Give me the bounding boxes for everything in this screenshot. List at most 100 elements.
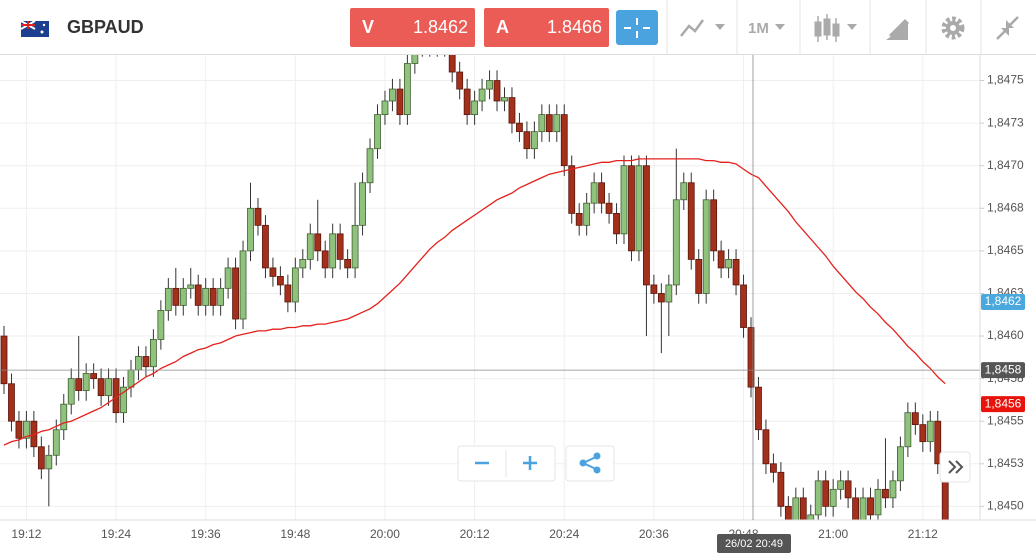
- candle-body: [15, 420, 23, 439]
- candle-body: [321, 250, 329, 269]
- candles-button[interactable]: [814, 14, 857, 42]
- candle-body: [672, 199, 680, 286]
- candle-body: [209, 287, 217, 306]
- sell-button[interactable]: V 1.8462: [350, 8, 475, 47]
- candle-body: [486, 80, 493, 90]
- minimize-button[interactable]: [996, 16, 1019, 40]
- zoom-in-button[interactable]: [523, 456, 537, 470]
- symbol: GBPAUD: [67, 17, 144, 37]
- candle-body: [837, 480, 845, 490]
- candle-body: [583, 202, 591, 226]
- candle-body: [710, 199, 718, 252]
- candle-body: [411, 55, 419, 64]
- candle-body: [456, 71, 464, 90]
- moving-average-line: [3, 158, 946, 446]
- candle-body: [142, 356, 150, 368]
- buy-button[interactable]: A 1.8466: [484, 8, 609, 47]
- y-tick-label: 1,8455: [987, 413, 1024, 427]
- candle-body: [232, 267, 239, 320]
- candle-body: [389, 88, 396, 102]
- candle-body: [164, 287, 172, 311]
- candle-body: [471, 100, 479, 116]
- candle-body: [792, 497, 800, 520]
- share-button[interactable]: [565, 445, 615, 482]
- candle-body: [799, 497, 807, 520]
- crosshair-button[interactable]: [616, 10, 658, 45]
- candle-body: [516, 122, 523, 133]
- candle-body: [291, 267, 299, 303]
- candle-body: [590, 182, 598, 204]
- candle-body: [306, 233, 314, 260]
- candle-body: [52, 429, 60, 456]
- candle-body: [829, 488, 837, 507]
- candle-body: [172, 287, 180, 306]
- candle-body: [105, 378, 112, 397]
- candle-body: [478, 88, 486, 102]
- x-tick-label: 20:36: [639, 527, 669, 541]
- candle-body: [575, 213, 583, 226]
- candle-body: [657, 293, 665, 303]
- candle-body: [276, 276, 284, 286]
- candle-body: [687, 182, 695, 260]
- x-tick-label: 19:24: [101, 527, 131, 541]
- candle-body: [329, 233, 337, 269]
- candle-body: [665, 284, 673, 303]
- candle-body: [97, 378, 105, 397]
- candle-body: [897, 446, 904, 482]
- x-tick-label: 21:00: [818, 527, 848, 541]
- y-tick-label: 1,8468: [987, 200, 1024, 214]
- buy-label: A: [496, 17, 509, 37]
- price-marker: [981, 396, 1025, 413]
- candle-body: [844, 480, 852, 499]
- candle-body: [777, 471, 785, 507]
- candle-body: [254, 207, 262, 226]
- flag-icon: [20, 20, 49, 37]
- candle-body: [508, 97, 516, 124]
- candle-body: [628, 165, 635, 252]
- buy-price: 1.8466: [547, 17, 602, 37]
- candle-body: [463, 88, 471, 116]
- candle-body: [120, 386, 127, 414]
- candle-body: [605, 202, 613, 214]
- candle-body: [919, 424, 927, 443]
- candle-body: [762, 429, 770, 465]
- price-marker-label: 1,8458: [985, 362, 1022, 376]
- candle-body: [37, 446, 45, 470]
- scroll-right-button[interactable]: [939, 451, 971, 483]
- y-tick-label: 1,8450: [987, 499, 1024, 513]
- candle-body: [613, 213, 620, 235]
- candle-body: [867, 497, 874, 516]
- candle-body: [501, 97, 508, 102]
- x-tick-label: 19:36: [191, 527, 221, 541]
- candle-body: [553, 114, 561, 133]
- candle-body: [904, 412, 912, 448]
- candle-body: [351, 224, 359, 269]
- candle-body: [784, 505, 792, 520]
- candle-body: [926, 420, 934, 443]
- candle-body: [560, 114, 568, 167]
- settings-button[interactable]: [941, 16, 965, 40]
- toolbar-separators: [666, 0, 982, 54]
- candle-body: [247, 207, 254, 252]
- candle-body: [179, 287, 187, 306]
- timeframe-button[interactable]: 1M: [748, 20, 785, 37]
- timeframe: 1M: [748, 20, 769, 37]
- crosshair-time-box: [717, 534, 791, 553]
- candle-body: [725, 258, 732, 269]
- candle-body: [770, 463, 777, 473]
- chart-type-button[interactable]: [680, 19, 725, 37]
- candle-body: [284, 284, 292, 303]
- candle-body: [82, 373, 90, 391]
- y-tick-label: 1,8460: [987, 328, 1024, 342]
- draw-button[interactable]: [886, 19, 909, 40]
- candle-body: [187, 284, 195, 289]
- candle-body: [740, 284, 747, 328]
- candle-body: [90, 373, 98, 380]
- candle-body: [8, 383, 15, 422]
- crosshair-time-label: 26/02 20:49: [725, 538, 783, 550]
- candle-body: [598, 182, 605, 204]
- candle-body: [732, 258, 740, 286]
- candle-body: [680, 182, 688, 201]
- candle-body: [643, 165, 650, 286]
